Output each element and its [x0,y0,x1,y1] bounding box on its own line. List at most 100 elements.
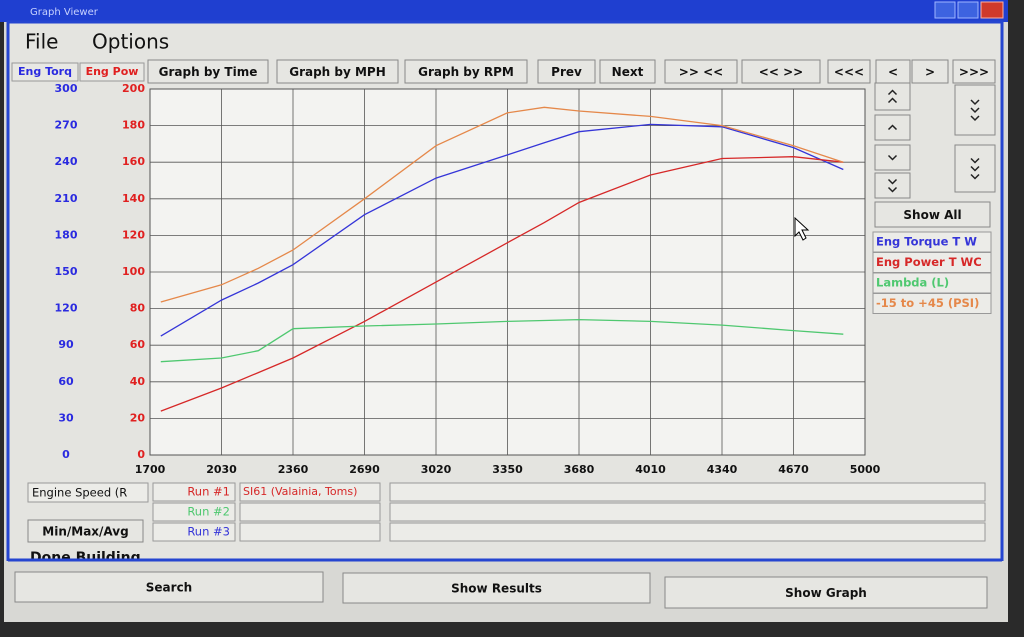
button-label[interactable]: << >> [759,65,803,79]
menu-item[interactable]: File [25,30,58,54]
button-label[interactable]: > [925,65,935,79]
scroll-button[interactable] [874,144,911,171]
chevron-icon [887,124,898,131]
x-tick-label: 2030 [206,463,237,476]
y2-tick-label: 180 [122,119,145,132]
button-label[interactable]: <<< [834,65,864,79]
y2-axis-label: Eng Pow [86,65,139,78]
y-tick-label: 180 [55,228,78,241]
button[interactable] [276,59,399,84]
button[interactable] [952,59,996,84]
run-label-box [152,502,236,522]
x-tick-label: 4670 [778,463,809,476]
chevron-icon [887,154,898,161]
button[interactable] [874,201,991,228]
button[interactable] [911,59,949,84]
x-tick-label: 3350 [492,463,523,476]
button-label[interactable]: Graph by MPH [289,65,386,79]
chevron-icon [887,89,898,96]
y2-tick-label: 80 [130,302,146,315]
y2-tick-label: 100 [122,265,145,278]
run-label: Run #2 [187,505,230,519]
close-button[interactable] [980,1,1004,19]
chevron-icon [887,97,898,104]
button[interactable] [14,571,324,603]
scroll-button[interactable] [954,84,996,136]
y2-tick-label: 40 [130,375,146,388]
button[interactable] [342,572,651,604]
series-line [160,156,844,412]
button-label[interactable]: Search [146,581,192,595]
button[interactable] [27,519,144,543]
x-tick-label: 4010 [635,463,666,476]
button-label[interactable]: Show All [903,208,961,222]
button[interactable] [664,59,738,84]
y-tick-label: 120 [55,302,78,315]
maximize-button[interactable] [957,1,979,19]
x-tick-label: 3680 [564,463,595,476]
button-label[interactable]: Graph by RPM [418,65,514,79]
scroll-button[interactable] [874,172,911,199]
x-tick-label: 5000 [850,463,881,476]
chevron-icon [970,99,980,106]
button[interactable] [404,59,528,84]
button[interactable] [741,59,821,84]
series-line [160,106,844,303]
button-label[interactable]: >> << [679,65,723,79]
chevron-icon [887,186,898,193]
y-tick-label: 150 [55,265,78,278]
chevron-icon [970,165,980,172]
run-detail-box [389,522,986,542]
button-label[interactable]: < [888,65,898,79]
scroll-button[interactable] [874,114,911,141]
y2-tick-label: 0 [137,448,145,461]
y2-tick-label: 120 [122,228,145,241]
button[interactable] [147,59,269,84]
scroll-button[interactable] [874,82,911,111]
chevron-icon [970,115,980,122]
button[interactable] [664,576,988,609]
window-title: Graph Viewer [30,7,99,18]
button-label[interactable]: Show Graph [785,586,867,600]
y-tick-label: 210 [55,192,78,205]
button-label[interactable]: Prev [551,65,582,79]
button-label[interactable]: >>> [959,65,989,79]
series-line [160,318,844,363]
y-tick-label: 30 [58,411,74,424]
channel-box [27,482,149,503]
title-bar [0,0,1008,22]
button-label[interactable]: Show Results [451,582,542,596]
plot-border [149,88,866,456]
menu-item[interactable]: Options [92,30,169,54]
run-label-box [152,522,236,542]
x-tick-label: 4340 [707,463,738,476]
channel-label: Engine Speed (R [32,486,127,500]
legend-box [872,293,992,314]
run-name-box [239,522,381,542]
button-label[interactable]: Graph by Time [159,65,258,79]
run-name-box [239,502,381,522]
button-label[interactable]: Min/Max/Avg [42,525,128,539]
minimize-button[interactable] [934,1,956,19]
y-tick-label: 300 [55,82,78,95]
button[interactable] [827,59,871,84]
chevron-icon [970,157,980,164]
x-tick-label: 2690 [349,463,380,476]
run-name: SI61 (Valainia, Toms) [243,485,357,498]
x-tick-label: 1700 [135,463,166,476]
scroll-button[interactable] [954,144,996,193]
y2-tick-label: 20 [130,411,146,424]
chevron-icon [970,173,980,180]
y2-tick-label: 140 [122,192,145,205]
button[interactable] [537,59,596,84]
controls: Eng Torque T W Eng Power T WC Lambda (L) -1… [27,59,996,543]
run-name-box [239,482,381,502]
y-tick-label: 60 [58,375,74,388]
y-tick-label: 0 [62,448,70,461]
bottom-buttons: Search Show Results Show Graph [14,571,988,609]
button[interactable] [599,59,656,84]
button-label[interactable]: Next [612,65,644,79]
x-tick-label: 2360 [278,463,309,476]
legend-entry: Eng Power T WC [876,255,982,269]
